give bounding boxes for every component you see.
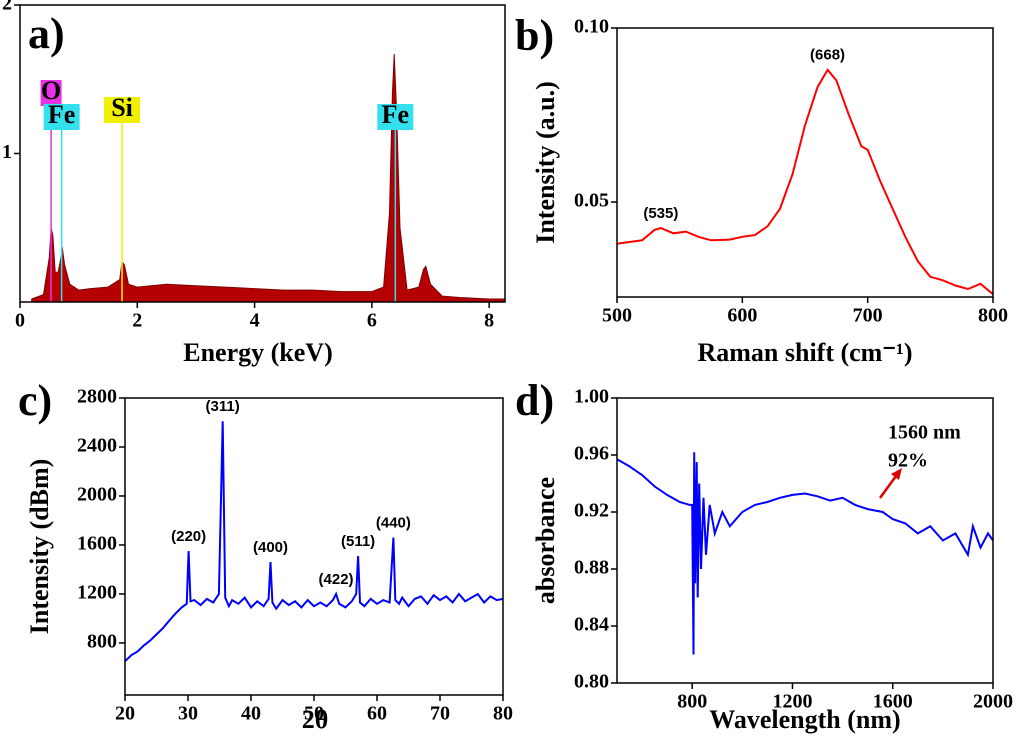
y-tick-label: 0.05 [574,190,609,212]
x-tick-label: 2 [132,310,142,332]
arrow [878,475,898,499]
x-tick-label: 1600 [873,691,913,713]
element-label: Fe [382,100,409,129]
peak-label: (422) [319,571,354,588]
y-tick-label: 1600 [77,533,117,555]
x-axis-label: Energy (keV) [183,338,332,367]
x-tick-label: 80 [493,703,513,725]
x-tick-label: 60 [367,703,387,725]
panel-label: c) [18,376,52,425]
x-axis-label: 2θ [302,705,329,734]
peak-label: (440) [376,515,411,532]
spectrum-area [31,53,506,303]
plot-frame [616,397,994,684]
x-tick-label: 500 [602,305,632,327]
note: 92% [888,450,928,472]
y-tick-label: 0.10 [574,16,609,38]
x-tick-label: 20 [115,703,135,725]
y-tick-label: 2000 [77,484,117,506]
x-tick-label: 1200 [772,691,812,713]
x-tick-label: 600 [727,305,757,327]
peak-label: (668) [810,47,845,64]
y-axis-label: absorbance [531,477,560,604]
data-line [616,68,994,295]
data-line [124,421,504,663]
y-tick-label: 0.84 [574,614,609,636]
x-tick-label: 800 [677,691,707,713]
element-label: Fe [48,100,75,129]
peak-label: (535) [643,205,678,222]
y-axis-label: Intensity (dBm) [25,459,54,635]
plot-frame [124,397,504,696]
x-tick-label: 2000 [973,691,1013,713]
panel-label: d) [515,376,554,425]
y-tick-label: 2 [2,0,12,15]
plot-frame [616,27,994,298]
x-tick-label: 40 [241,703,261,725]
element-box [377,104,414,130]
x-tick-label: 30 [178,703,198,725]
y-tick-label: 1.00 [574,386,609,408]
y-tick-label: 1 [2,141,12,163]
note: 1560 nm [888,422,961,444]
peak-label: (511) [341,533,375,550]
x-tick-label: 70 [430,703,450,725]
y-axis-label: Intensity (a.u.) [531,81,560,244]
element-label: O [41,76,61,105]
y-tick-label: 2800 [77,386,117,408]
arrow-head [891,468,902,480]
element-label: Si [111,93,133,122]
x-tick-label: 800 [978,305,1008,327]
peak-label: (220) [171,528,206,545]
panel-label: b) [515,11,554,60]
x-tick-label: 4 [250,310,260,332]
y-tick-label: 800 [87,631,117,653]
x-axis-label: Wavelength (nm) [709,705,900,734]
x-tick-label: 0 [15,310,25,332]
peak-label: (311) [206,398,240,415]
panel-label: a) [28,9,65,58]
y-tick-label: 0.92 [574,500,609,522]
element-box [104,97,141,123]
element-box [40,80,62,106]
y-tick-label: 0.96 [574,443,609,465]
data-line [616,452,994,655]
x-tick-label: 6 [367,310,377,332]
y-tick-label: 2400 [77,435,117,457]
y-tick-label: 0.80 [574,671,609,693]
x-axis-label: Raman shift (cm⁻¹) [697,338,912,367]
element-box [43,104,80,130]
y-tick-label: 1200 [77,582,117,604]
y-tick-label: 0.88 [574,557,609,579]
x-tick-label: 8 [484,310,494,332]
peak-label: (400) [253,539,288,556]
x-tick-label: 700 [853,305,883,327]
x-tick-label: 50 [304,703,324,725]
plot-frame [19,4,506,303]
